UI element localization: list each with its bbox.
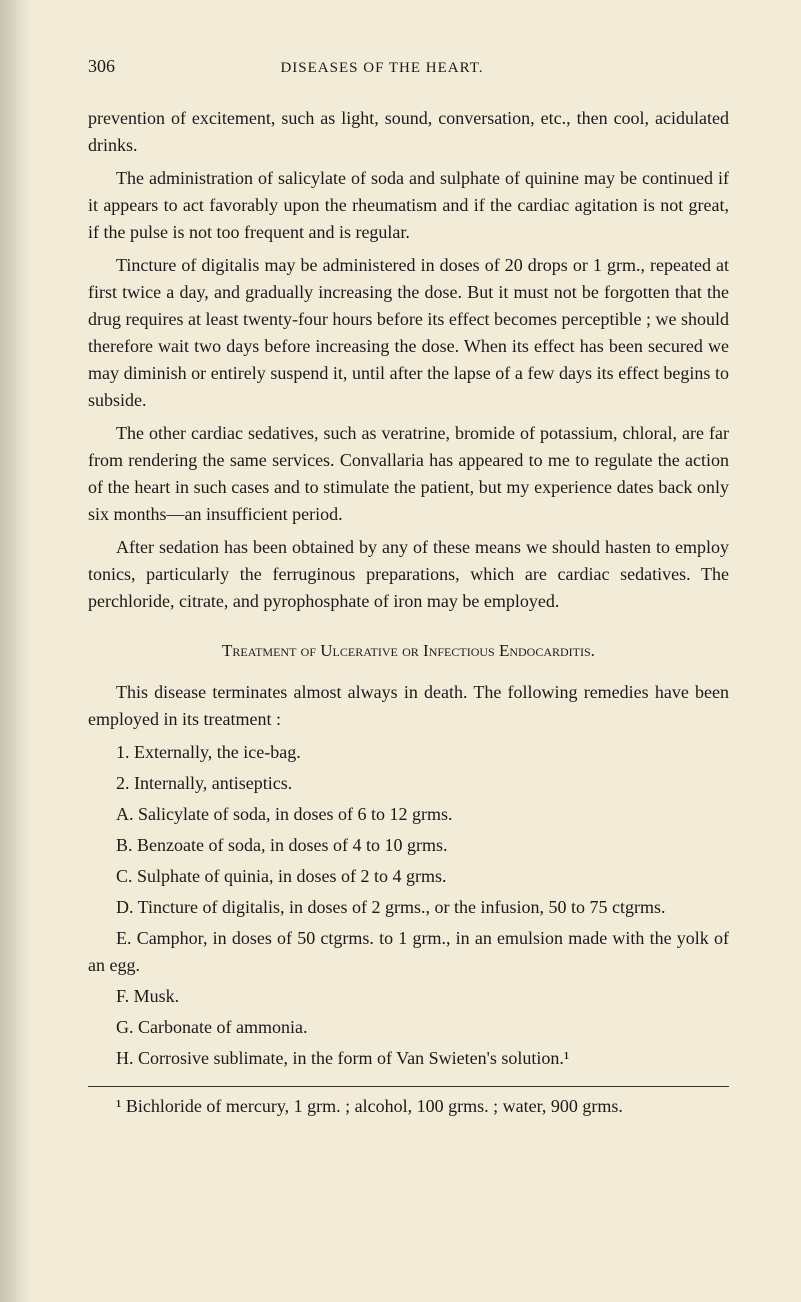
paragraph: Tincture of digitalis may be administere… — [88, 252, 729, 414]
paragraph: prevention of excitement, such as light,… — [88, 105, 729, 159]
list-item: A. Salicylate of soda, in doses of 6 to … — [88, 801, 729, 828]
section-title: Treatment of Ulcerative or Infectious En… — [88, 641, 729, 661]
binding-shadow — [0, 0, 30, 1302]
page-number: 306 — [88, 56, 115, 77]
page-header: 306 DISEASES OF THE HEART. — [88, 56, 729, 77]
list-item: C. Sulphate of quinia, in doses of 2 to … — [88, 863, 729, 890]
list-item: G. Carbonate of ammonia. — [88, 1014, 729, 1041]
body-text: prevention of excitement, such as light,… — [88, 105, 729, 1120]
book-page: 306 DISEASES OF THE HEART. prevention of… — [0, 0, 801, 1302]
footnote-rule — [88, 1086, 729, 1087]
list-item: E. Camphor, in doses of 50 ctgrms. to 1 … — [88, 925, 729, 979]
footnote: ¹ Bichloride of mercury, 1 grm. ; alcoho… — [88, 1093, 729, 1120]
paragraph: The administration of salicylate of soda… — [88, 165, 729, 246]
list-item: 2. Internally, antiseptics. — [88, 770, 729, 797]
paragraph: This disease terminates almost always in… — [88, 679, 729, 733]
paragraph: After sedation has been obtained by any … — [88, 534, 729, 615]
list-item: B. Benzoate of soda, in doses of 4 to 10… — [88, 832, 729, 859]
remedies-list: 1. Externally, the ice-bag. 2. Internall… — [88, 739, 729, 1072]
running-title: DISEASES OF THE HEART. — [280, 60, 483, 77]
list-item: D. Tincture of digitalis, in doses of 2 … — [88, 894, 729, 921]
list-item: 1. Externally, the ice-bag. — [88, 739, 729, 766]
paragraph: The other cardiac sedatives, such as ver… — [88, 420, 729, 528]
list-item: F. Musk. — [88, 983, 729, 1010]
list-item: H. Corrosive sublimate, in the form of V… — [88, 1045, 729, 1072]
